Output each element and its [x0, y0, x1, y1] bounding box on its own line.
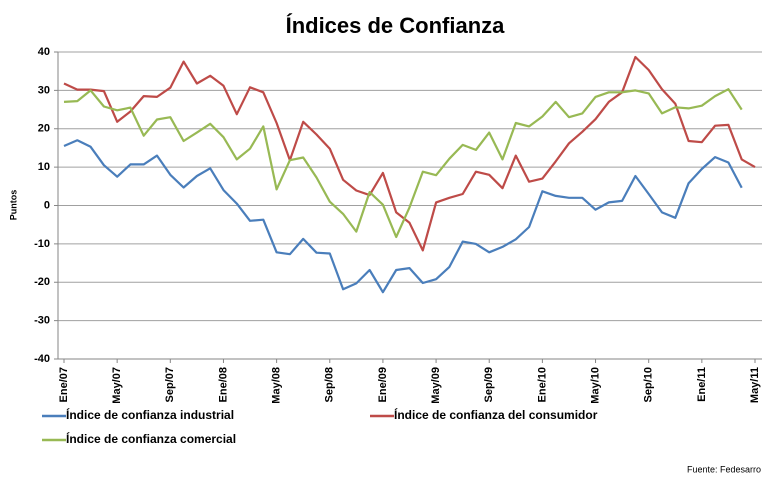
y-axis-label: Puntos — [8, 190, 18, 221]
chart-title: Índices de Confianza — [286, 13, 506, 38]
x-tick-label: Sep/07 — [164, 367, 176, 402]
legend-label: Índice de confianza del consumidor — [394, 407, 598, 422]
data-line — [63, 88, 743, 239]
x-tick-label: Ene/08 — [217, 367, 229, 402]
y-tick-label: 0 — [44, 199, 50, 211]
y-tick-label: -20 — [34, 276, 50, 288]
y-tick-label: -30 — [34, 315, 50, 327]
x-tick-label: Ene/07 — [58, 367, 70, 402]
x-tick-label: May/11 — [749, 367, 761, 403]
source-note: Fuente: Fedesarro — [687, 464, 761, 474]
y-tick-label: 20 — [38, 123, 50, 135]
legend-label: Índice de confianza industrial — [66, 407, 234, 422]
x-tick-label: May/09 — [430, 367, 442, 404]
x-tick-label: Ene/10 — [536, 367, 548, 402]
x-tick-label: Ene/11 — [696, 367, 708, 402]
y-tick-label: -40 — [34, 353, 50, 365]
legend-label: Índice de confianza comercial — [66, 431, 236, 446]
y-tick-label: 10 — [38, 161, 50, 173]
x-tick-label: Sep/09 — [483, 367, 495, 402]
x-tick-label: Sep/08 — [324, 367, 336, 402]
y-tick-label: -10 — [34, 238, 50, 250]
y-tick-label: 30 — [38, 84, 50, 96]
data-line — [63, 139, 743, 294]
y-tick-label: 40 — [38, 46, 50, 58]
x-tick-label: Ene/09 — [377, 367, 389, 402]
data-line — [63, 55, 756, 252]
x-tick-label: May/08 — [271, 367, 283, 404]
x-tick-label: May/10 — [589, 367, 601, 404]
x-tick-label: Sep/10 — [643, 367, 655, 402]
x-tick-label: May/07 — [111, 367, 123, 404]
